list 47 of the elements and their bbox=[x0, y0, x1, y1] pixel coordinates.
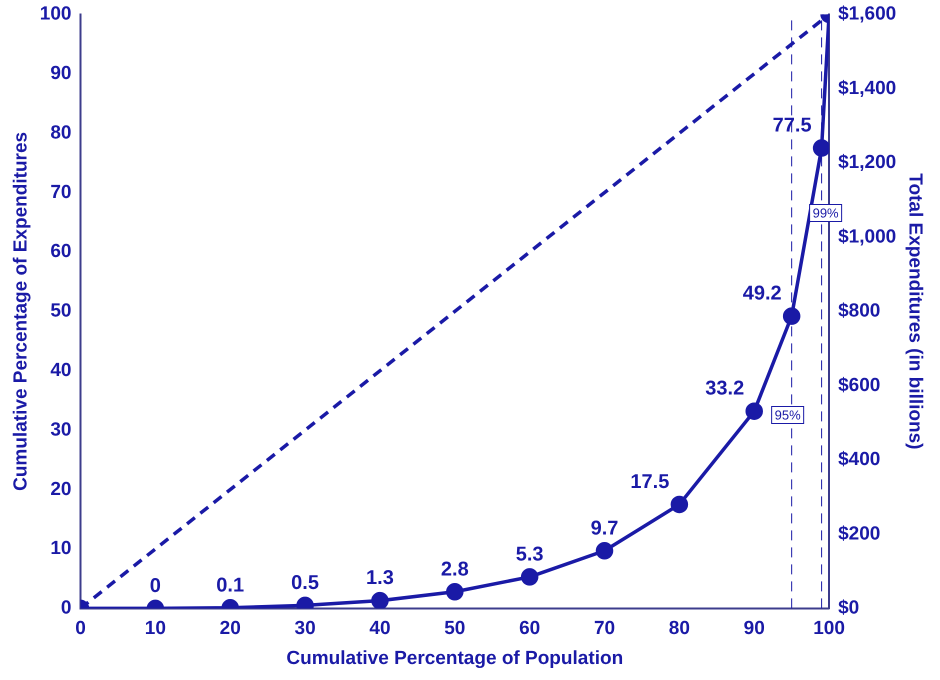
x-tick-label: 30 bbox=[294, 618, 316, 640]
data-label: 33.2 bbox=[705, 378, 744, 400]
data-label: 17.5 bbox=[630, 470, 670, 493]
x-tick-label: 10 bbox=[144, 618, 166, 640]
x-tick-label: 50 bbox=[444, 618, 466, 640]
x-tick-label: 90 bbox=[744, 618, 765, 640]
data-label: 9.7 bbox=[590, 517, 618, 540]
data-label: 0.5 bbox=[291, 572, 319, 594]
y-tick-label: 50 bbox=[50, 300, 72, 322]
y-tick-label: 90 bbox=[50, 63, 72, 84]
y2-axis-title: Total Expenditures (in billions) bbox=[904, 173, 926, 450]
y-tick-label: 30 bbox=[50, 419, 72, 440]
y-tick-label: 70 bbox=[50, 182, 72, 203]
y-tick-label: 100 bbox=[40, 4, 72, 25]
data-label: 1.3 bbox=[366, 567, 394, 590]
y2-tick-label: $1,400 bbox=[838, 78, 896, 99]
y2-tick-label: $200 bbox=[838, 523, 880, 544]
x-tick-label: 80 bbox=[668, 618, 690, 640]
data-label: 0 bbox=[150, 574, 161, 597]
x-tick-label: 0 bbox=[75, 618, 86, 640]
x-tick-label: 70 bbox=[594, 618, 616, 640]
ref-line-label: 99% bbox=[812, 206, 840, 221]
x-tick-label: 20 bbox=[220, 618, 241, 640]
y-tick-label: 40 bbox=[50, 360, 72, 382]
y2-tick-label: $600 bbox=[838, 374, 880, 396]
y-tick-label: 10 bbox=[50, 538, 72, 560]
x-tick-label: 100 bbox=[813, 618, 845, 640]
data-label: 77.5 bbox=[772, 114, 812, 137]
y-axis-title: Cumulative Percentage of Expenditures bbox=[10, 132, 32, 491]
x-tick-label: 60 bbox=[519, 618, 540, 640]
y2-tick-label: $0 bbox=[838, 598, 860, 619]
y2-tick-label: $1,000 bbox=[838, 226, 896, 248]
y2-tick-label: $1,200 bbox=[838, 152, 896, 174]
data-label: 5.3 bbox=[516, 543, 544, 566]
y2-tick-label: $1,600 bbox=[838, 4, 896, 25]
data-label: 0.1 bbox=[216, 574, 244, 596]
x-tick-label: 40 bbox=[369, 618, 391, 640]
data-label: 2.8 bbox=[440, 558, 469, 580]
y-tick-label: 20 bbox=[50, 478, 72, 500]
y2-tick-label: $400 bbox=[838, 449, 880, 470]
y2-tick-label: $800 bbox=[838, 300, 880, 322]
data-label: 49.2 bbox=[742, 282, 782, 305]
ref-line-label: 95% bbox=[774, 408, 802, 423]
x-axis-title: Cumulative Percentage of Population bbox=[286, 648, 624, 669]
y-tick-label: 0 bbox=[60, 598, 72, 619]
y-tick-label: 80 bbox=[50, 122, 72, 144]
y-tick-label: 60 bbox=[50, 241, 72, 262]
